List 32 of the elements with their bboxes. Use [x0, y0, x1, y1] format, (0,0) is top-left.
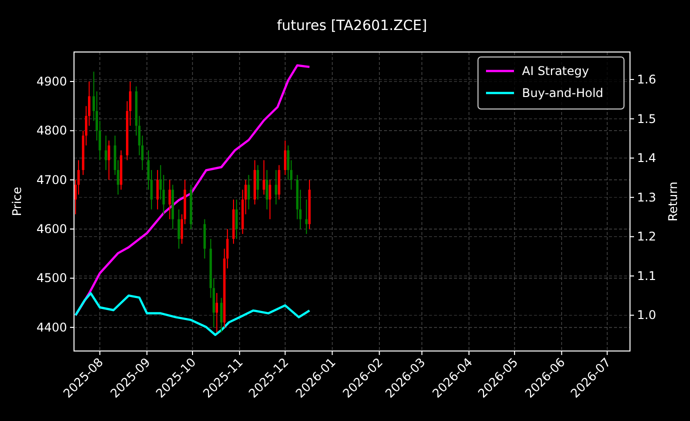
candlestick	[216, 292, 218, 333]
y-tick-label: 4700	[36, 172, 67, 187]
candlestick	[178, 208, 180, 250]
chart-title: futures [TA2601.ZCE]	[276, 18, 428, 34]
y2-tick-label: 1.2	[637, 230, 656, 244]
y2-tick-label: 1.0	[637, 308, 656, 322]
legend-label: AI Strategy	[522, 64, 589, 78]
candlestick	[104, 135, 108, 171]
y-tick-label: 4500	[36, 271, 67, 286]
candlestick	[248, 174, 250, 210]
candlestick	[262, 160, 266, 196]
legend-label: Buy-and-Hold	[522, 86, 604, 100]
candlestick	[168, 179, 171, 220]
y-tick-label: 4900	[36, 74, 67, 89]
candlestick	[108, 140, 110, 180]
candlestick	[220, 297, 223, 333]
y2-tick-label: 1.6	[637, 72, 656, 87]
y-tick-label: 4800	[36, 124, 67, 138]
candlestick	[284, 140, 286, 176]
candlestick	[266, 170, 268, 210]
y-tick-label: 4600	[36, 222, 67, 236]
y2-tick-label: 1.4	[637, 151, 656, 166]
candlestick	[256, 164, 260, 200]
y-tick-label: 4400	[36, 320, 67, 334]
y-axis-title: Price	[10, 186, 24, 216]
line-series	[74, 292, 311, 336]
y2-tick-label: 1.3	[637, 190, 656, 204]
y2-tick-label: 1.1	[637, 268, 656, 283]
candlestick	[305, 199, 308, 234]
candlestick	[156, 170, 159, 210]
y2-axis-title: Return	[666, 182, 680, 222]
y2-tick-label: 1.5	[637, 112, 656, 126]
